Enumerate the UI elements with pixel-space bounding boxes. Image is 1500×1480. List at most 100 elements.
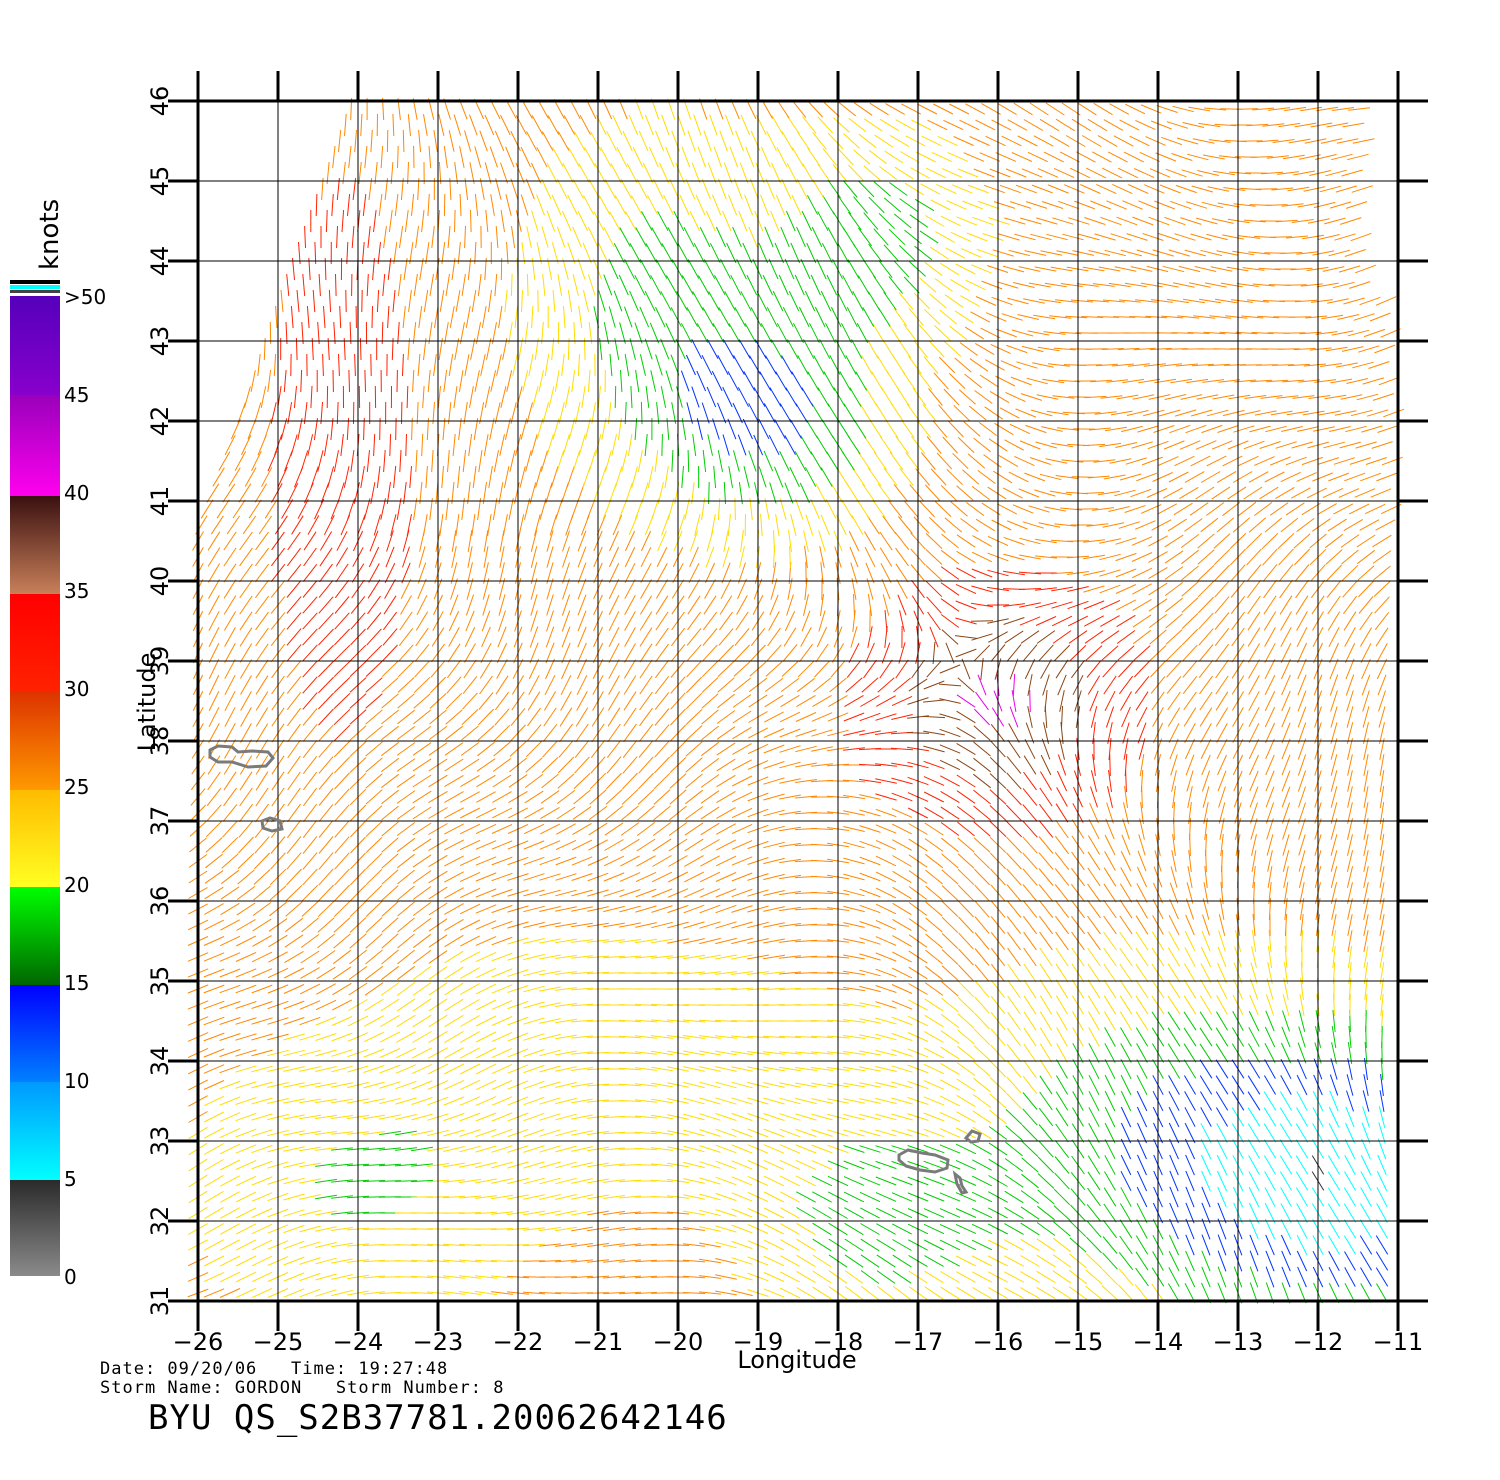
wind-vector <box>811 1144 833 1154</box>
wind-vector <box>363 1131 385 1135</box>
wind-vector <box>302 803 318 823</box>
wind-vector <box>523 905 545 913</box>
wind-vector <box>545 482 553 504</box>
wind-vector <box>700 855 720 867</box>
wind-vector <box>333 644 351 662</box>
wind-vector <box>223 755 237 775</box>
wind-vector <box>630 385 633 409</box>
wind-vector <box>843 1051 865 1055</box>
wind-vector <box>301 901 319 917</box>
wind-vector <box>254 852 270 870</box>
wind-vector <box>414 644 430 662</box>
wind-vector <box>1038 868 1054 886</box>
wind-vector <box>333 660 351 678</box>
wind-vector <box>1131 552 1153 562</box>
wind-vector <box>362 1147 386 1151</box>
wind-vector <box>1378 690 1386 712</box>
wind-vector <box>571 839 593 851</box>
wind-vector <box>1039 1027 1053 1047</box>
wind-vector <box>412 1031 432 1043</box>
wind-vector <box>875 713 897 721</box>
wind-vector <box>1020 1206 1040 1220</box>
wind-vector <box>299 1098 321 1104</box>
wind-vector <box>235 1049 257 1057</box>
wind-vector <box>371 305 373 329</box>
wind-vector <box>318 580 334 598</box>
wind-vector <box>812 1270 832 1284</box>
wind-vector <box>1217 1202 1227 1224</box>
wind-vector <box>337 482 345 504</box>
wind-vector <box>1124 786 1128 808</box>
wind-vector <box>286 660 302 678</box>
wind-vector <box>1037 1173 1055 1189</box>
wind-vector <box>939 759 961 771</box>
wind-vector <box>699 1161 721 1169</box>
wind-vector <box>1361 674 1371 696</box>
wind-vector <box>539 1097 561 1105</box>
wind-vector <box>1034 489 1056 497</box>
wind-vector <box>1006 884 1022 902</box>
wind-vector <box>204 1174 224 1188</box>
wind-vector <box>731 905 753 913</box>
wind-vector <box>661 433 663 457</box>
wind-vector <box>333 693 351 709</box>
wind-vector <box>1275 441 1297 449</box>
wind-vector <box>974 996 990 1014</box>
wind-vector <box>1021 1173 1039 1189</box>
wind-vector <box>1104 690 1116 712</box>
wind-vector <box>1085 1285 1103 1301</box>
wind-vector <box>1022 1075 1038 1095</box>
wind-vector <box>1297 1042 1307 1064</box>
wind-vector <box>711 370 723 392</box>
wind-vector <box>373 433 376 457</box>
wind-vector <box>334 628 350 646</box>
wind-vector <box>224 434 236 456</box>
wind-vector <box>444 998 464 1012</box>
wind-vector <box>1249 978 1259 1000</box>
wind-vector <box>224 643 236 663</box>
wind-vector <box>899 610 905 632</box>
wind-vector <box>1023 1027 1037 1047</box>
wind-vector <box>555 1050 577 1056</box>
wind-vector <box>955 617 977 625</box>
wind-vector <box>861 677 879 693</box>
wind-vector <box>1055 659 1069 679</box>
wind-vector <box>448 627 460 647</box>
wind-vector <box>762 987 786 991</box>
wind-vector <box>1280 471 1301 483</box>
wind-vector <box>395 1147 417 1151</box>
wind-vector <box>922 715 946 719</box>
wind-vector <box>1263 611 1277 631</box>
wind-vector <box>789 419 802 439</box>
wind-vector <box>651 1066 673 1072</box>
wind-vector <box>1007 1027 1021 1047</box>
wind-vector <box>1217 770 1227 792</box>
wind-vector <box>412 902 432 916</box>
wind-vector <box>530 610 538 632</box>
wind-vector <box>1103 474 1126 480</box>
wind-vector <box>701 402 710 424</box>
wind-vector <box>1183 963 1197 983</box>
wind-vector <box>203 1288 225 1298</box>
wind-vector <box>691 482 695 504</box>
wind-vector <box>574 756 590 774</box>
wind-vector <box>315 1289 337 1297</box>
wind-vector <box>944 517 963 533</box>
wind-vector <box>1251 930 1257 952</box>
wind-vector <box>1167 979 1181 999</box>
wind-vector <box>606 739 622 759</box>
wind-vector <box>1328 1235 1340 1255</box>
wind-vector <box>365 661 383 677</box>
wind-vector <box>956 1111 976 1123</box>
wind-vector <box>208 723 220 743</box>
wind-vector <box>444 871 464 883</box>
wind-vector <box>1121 425 1143 433</box>
wind-vector <box>219 1143 241 1155</box>
wind-vector <box>859 1050 881 1056</box>
wind-vector <box>257 354 261 376</box>
wind-vector <box>955 600 977 610</box>
wind-vector <box>219 1112 241 1122</box>
wind-vector <box>1363 850 1369 872</box>
wind-vector <box>283 1288 305 1298</box>
wind-vector <box>543 707 557 727</box>
